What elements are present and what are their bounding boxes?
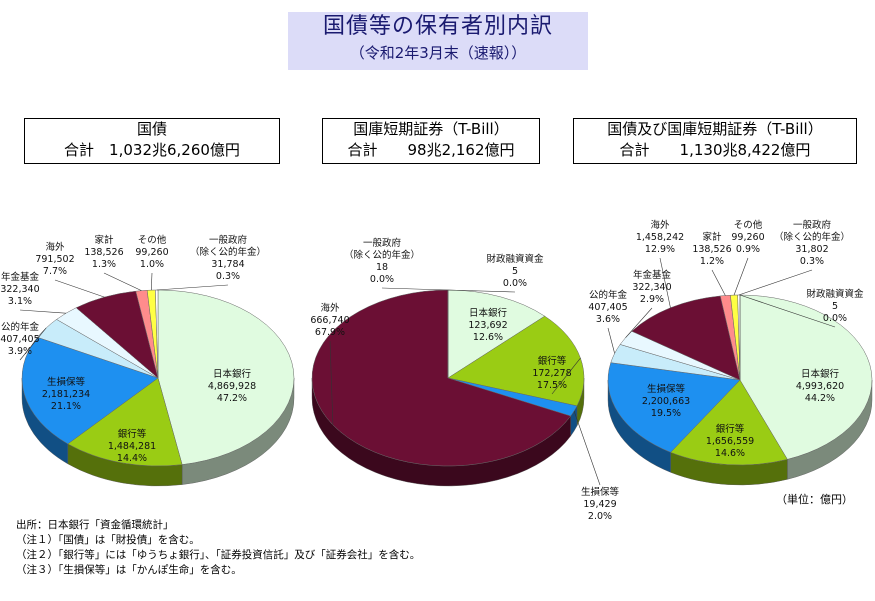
slice-label-2-0: 日本銀行 4,993,620 44.2% [796, 368, 844, 404]
leader-line-2-7 [733, 257, 749, 296]
unit-label: （単位：億円） [776, 493, 853, 506]
slice-label-0-7: その他 99,260 1.0% [135, 234, 168, 270]
leader-line-1-2 [573, 410, 601, 486]
pie-chart-2: 日本銀行 4,993,620 44.2% 銀行等 1,656,559 14.6% 生損保等 2… [588, 219, 873, 486]
leader-line-1-4 [381, 287, 448, 291]
note-source: 出所：日本銀行「資金循環統計」 [16, 519, 174, 531]
slice-label-2-3: 公的年金 407,405 3.6% [588, 289, 627, 325]
page-title: 国債等の保有者別内訳 [322, 14, 553, 39]
slice-label-0-8: 一般政府（除く公的年金） 31,784 0.3% [190, 234, 266, 282]
slice-label-0-2: 生損保等 2,181,234 21.1% [42, 376, 90, 412]
slice-label-0-3: 公的年金 407,405 3.9% [0, 321, 39, 357]
leader-line-1-1 [551, 357, 581, 395]
slice-label-2-7: その他 99,260 0.9% [731, 219, 764, 255]
summary-heading: 国庫短期証券（T-Bill） [353, 120, 509, 138]
slice-label-1-4: 一般政府（除く公的年金） 18 0.0% [344, 237, 420, 285]
slice-label-2-5: 海外 1,458,242 12.9% [636, 219, 684, 255]
slice-label-1-5: 財政融資資金 5 0.0% [486, 253, 544, 289]
pie-slice-2-0 [739, 294, 873, 460]
summary-total: 合計 98兆2,162億円 [347, 141, 515, 159]
slice-label-1-0: 日本銀行 123,692 12.6% [468, 307, 507, 343]
leader-line-0-8 [156, 284, 229, 291]
summary-box-jgb: 国債 合計 1,032兆6,260億円 [24, 118, 280, 164]
leader-line-1-3 [329, 340, 334, 425]
leader-line-2-5 [659, 257, 671, 308]
notes: 出所：日本銀行「資金循環統計」 （注１）「国債」は「財投債」を含む。 （注２）「… [16, 518, 420, 578]
leader-line-2-6 [711, 269, 726, 296]
summary-box-tbill: 国庫短期証券（T-Bill） 合計 98兆2,162億円 [322, 118, 540, 164]
slice-label-0-4: 年金基金 322,340 3.1% [0, 271, 39, 307]
leader-line-0-7 [150, 272, 153, 291]
note-3: （注３）「生損保等」は「かんぽ生命」を含む。 [16, 564, 242, 576]
slice-label-1-2: 生損保等 19,429 2.0% [581, 486, 620, 522]
note-1: （注１）「国債」は「財投債」を含む。 [16, 534, 200, 546]
page-subtitle: （令和2年3月末（速報）） [349, 44, 527, 62]
leader-line-2-8 [738, 269, 813, 296]
slice-label-1-1: 銀行等 172,278 17.5% [532, 355, 571, 391]
slice-label-2-4: 年金基金 322,340 2.9% [632, 269, 671, 305]
pie-chart-0: 日本銀行 4,869,928 47.2% 銀行等 1,484,281 14.4% 生損保等 2… [0, 234, 295, 487]
title-box: 国債等の保有者別内訳 （令和2年3月末（速報）） [288, 12, 588, 70]
note-2: （注２）「銀行等」には「ゆうちょ銀行」、「証券投資信託」及び「証券会社」を含む。 [16, 549, 421, 561]
slice-label-0-1: 銀行等 1,484,281 14.4% [108, 428, 156, 464]
slice-label-0-0: 日本銀行 4,869,928 47.2% [208, 368, 256, 404]
leader-line-1-5 [447, 289, 516, 293]
leader-line-0-3 [19, 327, 47, 361]
pie-slice-2-1 [670, 379, 788, 466]
leader-line-0-6 [103, 272, 142, 291]
summary-heading: 国債 [136, 120, 167, 138]
summary-heading: 国債及び国庫短期証券（T-Bill） [607, 120, 823, 138]
pie-chart-1: 日本銀行 123,692 12.6% 銀行等 172,278 17.5% 生損保等 19,42… [310, 237, 619, 522]
slice-label-0-6: 家計 138,526 1.3% [84, 234, 123, 270]
slice-label-2-2: 生損保等 2,200,663 19.5% [642, 383, 690, 419]
summary-total: 合計 1,130兆8,422億円 [619, 141, 811, 159]
slice-label-0-5: 海外 791,502 7.7% [35, 241, 74, 277]
leader-line-2-3 [607, 327, 615, 354]
slice-label-2-8: 一般政府（除く公的年金） 31,802 0.3% [774, 219, 850, 267]
slice-label-2-6: 家計 138,526 1.2% [692, 231, 731, 267]
leader-line-2-4 [625, 307, 653, 338]
pie-slice-2-2 [607, 362, 741, 453]
summary-box-combined: 国債及び国庫短期証券（T-Bill） 合計 1,130兆8,422億円 [573, 118, 857, 164]
slice-label-2-9: 財政融資資金 5 0.0% [806, 288, 864, 324]
slice-label-1-3: 海外 666,740 67.9% [310, 302, 349, 338]
leader-line-0-4 [19, 309, 66, 314]
leader-line-0-5 [54, 279, 105, 298]
slice-label-2-1: 銀行等 1,656,559 14.6% [706, 423, 754, 459]
leader-line-2-9 [739, 294, 836, 328]
pie-slice-0-0 [157, 289, 295, 465]
summary-total: 合計 1,032兆6,260億円 [64, 141, 240, 159]
pie-slice-0-1 [67, 377, 183, 467]
